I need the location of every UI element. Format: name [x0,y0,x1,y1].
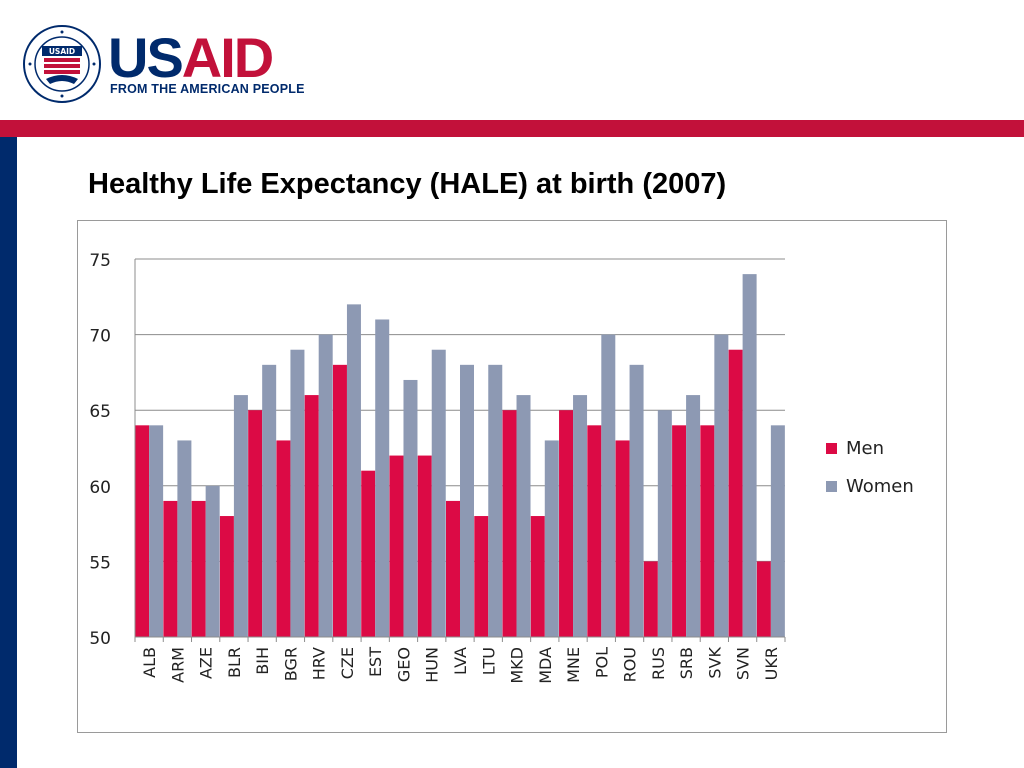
y-tick-label: 65 [89,402,111,422]
x-tick-label: MNE [564,647,583,683]
x-tick-label: EST [366,647,385,677]
bar-men-ltu [474,516,489,637]
bar-men-hun [417,455,432,637]
bar-men-alb [135,425,150,637]
bar-women-svk [714,334,729,637]
bar-women-hrv [318,334,333,637]
x-tick-label: CZE [338,647,357,679]
bar-men-blr [219,516,234,637]
bar-men-mne [559,410,574,637]
bar-men-ukr [756,561,771,637]
logo-tagline: FROM THE AMERICAN PEOPLE [110,82,305,96]
bar-women-aze [205,485,220,637]
bar-men-svk [700,425,715,637]
bar-women-ukr [770,425,785,637]
bar-women-pol [601,334,616,637]
x-tick-label: BLR [225,647,244,678]
y-tick-label: 70 [89,327,111,347]
bar-men-rou [615,440,630,637]
bar-men-bgr [276,440,291,637]
legend-label-women: Women [846,476,914,497]
bar-men-lva [446,500,460,637]
bar-women-mda [544,440,559,637]
logo-text-aid: AID [181,26,274,89]
y-tick-label: 50 [89,629,111,649]
bar-women-rus [657,410,672,637]
bar-women-bih [262,364,277,637]
x-tick-label: UKR [762,647,781,680]
y-tick-label: 75 [89,251,111,271]
bar-women-mkd [516,395,531,637]
x-tick-label: RUS [649,647,668,680]
bar-women-srb [686,395,701,637]
bar-women-blr [233,395,248,637]
bar-men-hrv [304,395,319,637]
bar-men-mda [530,516,545,637]
chart-frame: 50 55 60 65 70 75 ALB ARM AZE BLR BIH BGR HRV CZE EST G… [77,220,947,733]
x-tick-label: BGR [281,647,300,681]
bar-women-bgr [290,349,305,637]
bar-women-svn [742,274,757,637]
bar-men-svn [728,349,743,637]
x-tick-label: BIH [253,647,272,675]
x-tick-label: LVA [451,647,470,675]
slide-title: Healthy Life Expectancy (HALE) at birth … [88,168,727,200]
x-tick-label: LTU [479,647,498,675]
bar-women-alb [149,425,164,637]
bar-women-hun [431,349,446,637]
x-tick-label: MKD [508,647,527,684]
hale-bar-chart: 50 55 60 65 70 75 ALB ARM AZE BLR BIH BGR HRV CZE EST G… [89,251,914,684]
bar-women-rou [629,364,644,637]
bar-women-arm [177,440,192,637]
x-tick-label: SVN [734,647,753,680]
header-red-band [0,120,1024,137]
bar-women-mne [573,395,588,637]
x-tick-label: ROU [621,647,640,682]
bar-women-ltu [488,364,503,637]
y-tick-label: 55 [89,553,111,573]
x-tick-label: HRV [310,647,329,680]
x-tick-label: POL [592,647,611,678]
bar-men-est [361,470,376,637]
x-tick-label: HUN [423,647,442,683]
seal-label: USAID [49,47,75,56]
bar-men-bih [248,410,263,637]
bar-men-geo [389,455,404,637]
x-tick-label: MDA [536,647,555,684]
legend-swatch-women [826,481,837,492]
x-tick-label: ARM [168,647,187,683]
x-tick-label: AZE [197,647,216,679]
legend-label-men: Men [846,438,884,459]
bar-women-geo [403,379,418,637]
x-tick-label: SRB [677,647,696,679]
bar-women-est [375,319,390,637]
x-tick-label: GEO [394,647,413,682]
usaid-logo: USAID [108,26,274,89]
legend-swatch-men [826,443,837,454]
bar-women-lva [460,364,474,637]
bar-men-pol [587,425,602,637]
x-tick-label: SVK [705,646,724,678]
left-accent-bar [0,137,17,768]
usaid-seal-icon: USAID [23,25,101,103]
bar-men-aze [191,500,206,637]
x-tick-label: ALB [140,647,159,678]
y-tick-label: 60 [89,478,111,498]
logo-text-us: US [108,26,184,89]
bar-men-mkd [502,410,517,637]
bar-men-cze [332,364,347,637]
bar-men-srb [672,425,687,637]
bar-men-rus [643,561,658,637]
bar-women-cze [346,304,361,637]
bar-men-arm [163,500,178,637]
